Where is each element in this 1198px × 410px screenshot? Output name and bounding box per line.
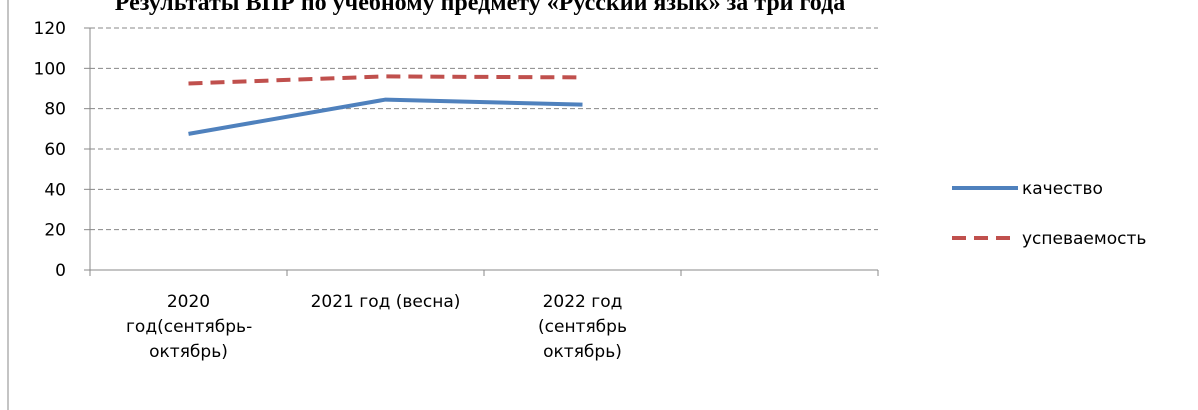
series-line	[188, 97, 583, 136]
x-tick-label: 2021 год (весна)	[310, 292, 461, 312]
legend-label: качество	[1022, 179, 1103, 199]
y-tick-label: 40	[44, 180, 66, 200]
y-tick-label: 120	[34, 19, 66, 39]
x-tick-label: 2020 год(сентябрь-октябрь)	[126, 292, 253, 362]
y-tick-label: 0	[55, 261, 66, 281]
chart-frame	[7, 0, 9, 410]
y-tick-label: 80	[44, 100, 66, 120]
y-tick-label: 20	[44, 221, 66, 241]
x-tick-label: 2022 год (сентябрь октябрь)	[538, 292, 627, 362]
series-line	[188, 74, 583, 86]
chart-title: Результаты ВПР по учебному предмету «Рус…	[115, 0, 846, 16]
y-tick-label: 100	[34, 59, 66, 79]
legend-label: успеваемость	[1022, 229, 1146, 249]
y-tick-label: 60	[44, 140, 66, 160]
